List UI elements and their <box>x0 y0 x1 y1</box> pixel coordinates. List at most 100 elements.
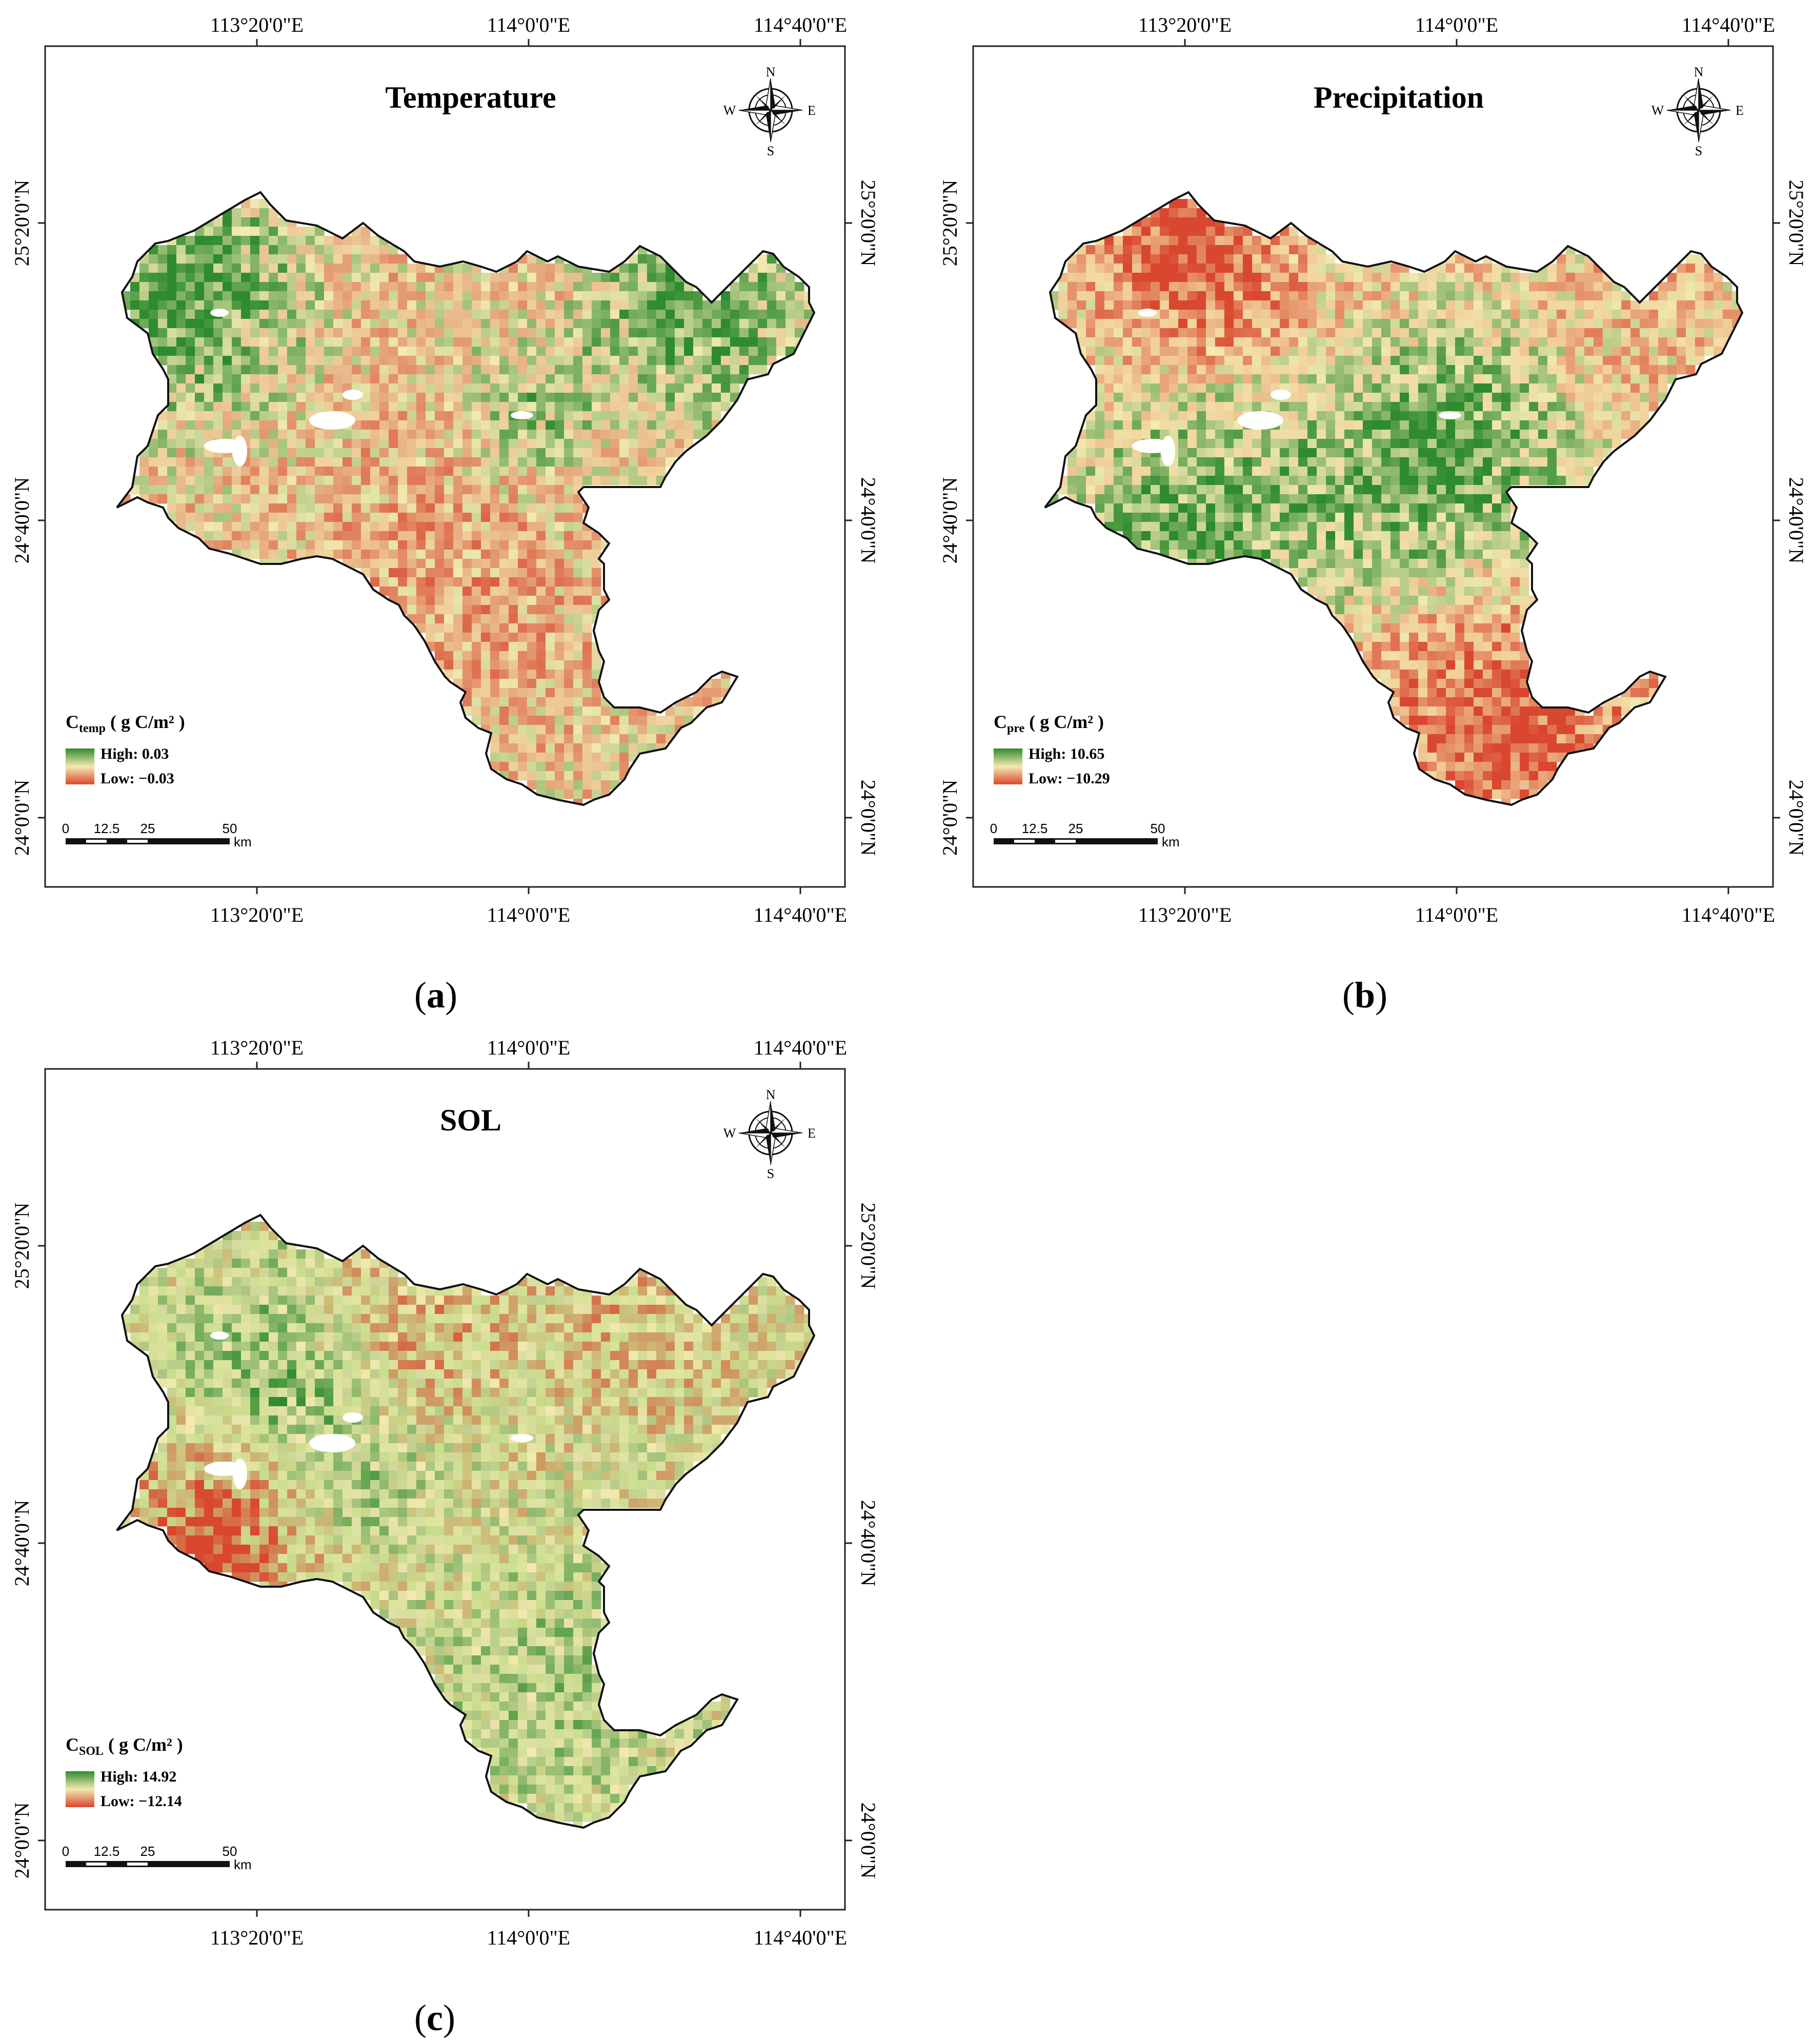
compass-rose-icon: N S E W <box>1651 65 1744 158</box>
latitude-label-left: 25°20'0"N <box>10 180 33 266</box>
latitude-label-left: 25°20'0"N <box>10 1203 33 1289</box>
legend: CSOL ( g C/m² ) High: 14.92 Low: −12.14 <box>66 1734 183 1810</box>
scale-tick-label: 50 <box>223 821 237 836</box>
longitude-label-top: 114°40'0"E <box>754 1036 847 1059</box>
scale-tick-label: 25 <box>140 821 155 836</box>
compass-rose-icon: N S E W <box>723 1087 816 1181</box>
compass-north-label: N <box>766 1087 776 1102</box>
longitude-label-top: 113°20'0"E <box>210 13 304 36</box>
compass-north-label: N <box>766 65 776 79</box>
latitude-label-right: 24°40'0"N <box>857 1500 880 1586</box>
latitude-label-left: 24°0'0"N <box>10 1803 33 1878</box>
panel-caption: (a) <box>414 975 457 1016</box>
legend-title: Ctemp ( g C/m² ) <box>66 712 185 735</box>
legend-low-label: Low: −12.14 <box>100 1793 182 1810</box>
legend: Cpre ( g C/m² ) High: 10.65 Low: −10.29 <box>994 712 1110 787</box>
longitude-label-bottom: 114°40'0"E <box>754 1926 847 1949</box>
compass-south-label: S <box>1695 144 1702 158</box>
legend-color-ramp <box>66 1771 94 1807</box>
legend: Ctemp ( g C/m² ) High: 0.03 Low: −0.03 <box>66 712 185 787</box>
longitude-label-bottom: 114°40'0"E <box>1682 903 1775 926</box>
scale-tick-label: 0 <box>990 821 997 836</box>
panel-title: Precipitation <box>1314 80 1484 114</box>
latitude-label-right: 25°20'0"N <box>857 180 880 266</box>
compass-east-label: E <box>1736 103 1744 118</box>
compass-west-label: W <box>723 103 736 118</box>
scale-unit-label: km <box>234 834 252 849</box>
latitude-label-left: 24°40'0"N <box>10 477 33 563</box>
map-figure: 113°20'0"E 113°20'0"E 114°0'0"E 114°0'0"E 11… <box>938 13 1808 1016</box>
scale-tick-label: 50 <box>223 1844 237 1859</box>
panel-title: Temperature <box>385 80 556 114</box>
compass-east-label: E <box>808 103 816 118</box>
latitude-label-left: 24°0'0"N <box>10 780 33 856</box>
longitude-label-bottom: 113°20'0"E <box>1138 903 1232 926</box>
carbon-raster <box>1049 199 1742 805</box>
legend-title: CSOL ( g C/m² ) <box>66 1734 183 1758</box>
legend-high-label: High: 14.92 <box>100 1768 176 1785</box>
panel-caption: (c) <box>414 1997 455 2038</box>
latitude-label-right: 24°0'0"N <box>1785 780 1808 856</box>
map-panel-temperature: 113°20'0"E 113°20'0"E 114°0'0"E 114°0'0"E 11… <box>0 0 880 1020</box>
latitude-label-left: 25°20'0"N <box>938 180 961 266</box>
latitude-label-right: 24°0'0"N <box>857 1803 880 1878</box>
latitude-label-right: 24°0'0"N <box>857 780 880 856</box>
latitude-label-right: 25°20'0"N <box>857 1203 880 1289</box>
scale-tick-label: 0 <box>62 1844 69 1859</box>
panel-title: SOL <box>440 1103 501 1137</box>
region-boundary <box>1044 191 1744 806</box>
carbon-raster <box>121 1222 814 1828</box>
scale-tick-label: 12.5 <box>1022 821 1048 836</box>
legend-color-ramp <box>66 748 94 784</box>
longitude-label-top: 114°0'0"E <box>487 1036 570 1059</box>
longitude-label-top: 114°40'0"E <box>754 13 847 36</box>
scale-tick-label: 0 <box>62 821 69 836</box>
legend-low-label: Low: −0.03 <box>100 770 174 787</box>
latitude-label-right: 25°20'0"N <box>1785 180 1808 266</box>
latitude-label-left: 24°0'0"N <box>938 780 961 856</box>
scale-unit-label: km <box>1162 834 1180 849</box>
compass-west-label: W <box>723 1126 736 1141</box>
legend-low-label: Low: −10.29 <box>1029 770 1110 787</box>
longitude-label-bottom: 113°20'0"E <box>210 903 304 926</box>
latitude-label-right: 24°40'0"N <box>1785 477 1808 563</box>
compass-south-label: S <box>767 1166 774 1181</box>
legend-high-label: High: 0.03 <box>100 745 169 762</box>
scale-tick-label: 12.5 <box>94 1844 120 1859</box>
compass-north-label: N <box>1694 65 1704 79</box>
carbon-raster <box>121 199 814 805</box>
region-boundary <box>116 1213 816 1829</box>
map-panel-sol: 113°20'0"E 113°20'0"E 114°0'0"E 114°0'0"E 11… <box>0 1023 880 2044</box>
longitude-label-top: 114°0'0"E <box>1415 13 1498 36</box>
longitude-label-bottom: 114°0'0"E <box>487 1926 570 1949</box>
scale-tick-label: 12.5 <box>94 821 120 836</box>
scale-tick-label: 25 <box>140 1844 155 1859</box>
longitude-label-bottom: 114°40'0"E <box>754 903 847 926</box>
latitude-label-left: 24°40'0"N <box>10 1500 33 1586</box>
map-figure: 113°20'0"E 113°20'0"E 114°0'0"E 114°0'0"E 11… <box>10 13 880 1016</box>
latitude-label-left: 24°40'0"N <box>938 477 961 563</box>
longitude-label-top: 113°20'0"E <box>210 1036 304 1059</box>
scale-tick-label: 50 <box>1151 821 1165 836</box>
compass-east-label: E <box>808 1126 816 1141</box>
map-panel-precipitation: 113°20'0"E 113°20'0"E 114°0'0"E 114°0'0"E 11… <box>928 0 1814 1020</box>
region-boundary <box>116 191 816 806</box>
longitude-label-bottom: 113°20'0"E <box>210 1926 304 1949</box>
legend-high-label: High: 10.65 <box>1029 745 1104 762</box>
longitude-label-bottom: 114°0'0"E <box>1415 903 1498 926</box>
compass-west-label: W <box>1651 103 1664 118</box>
longitude-label-top: 114°0'0"E <box>487 13 570 36</box>
map-figure: 113°20'0"E 113°20'0"E 114°0'0"E 114°0'0"E 11… <box>10 1036 880 2038</box>
longitude-label-bottom: 114°0'0"E <box>487 903 570 926</box>
scale-unit-label: km <box>234 1857 252 1872</box>
legend-title: Cpre ( g C/m² ) <box>994 712 1104 735</box>
compass-south-label: S <box>767 144 774 158</box>
longitude-label-top: 113°20'0"E <box>1138 13 1232 36</box>
panel-caption: (b) <box>1342 975 1387 1016</box>
legend-color-ramp <box>994 748 1022 784</box>
scale-tick-label: 25 <box>1069 821 1083 836</box>
latitude-label-right: 24°40'0"N <box>857 477 880 563</box>
